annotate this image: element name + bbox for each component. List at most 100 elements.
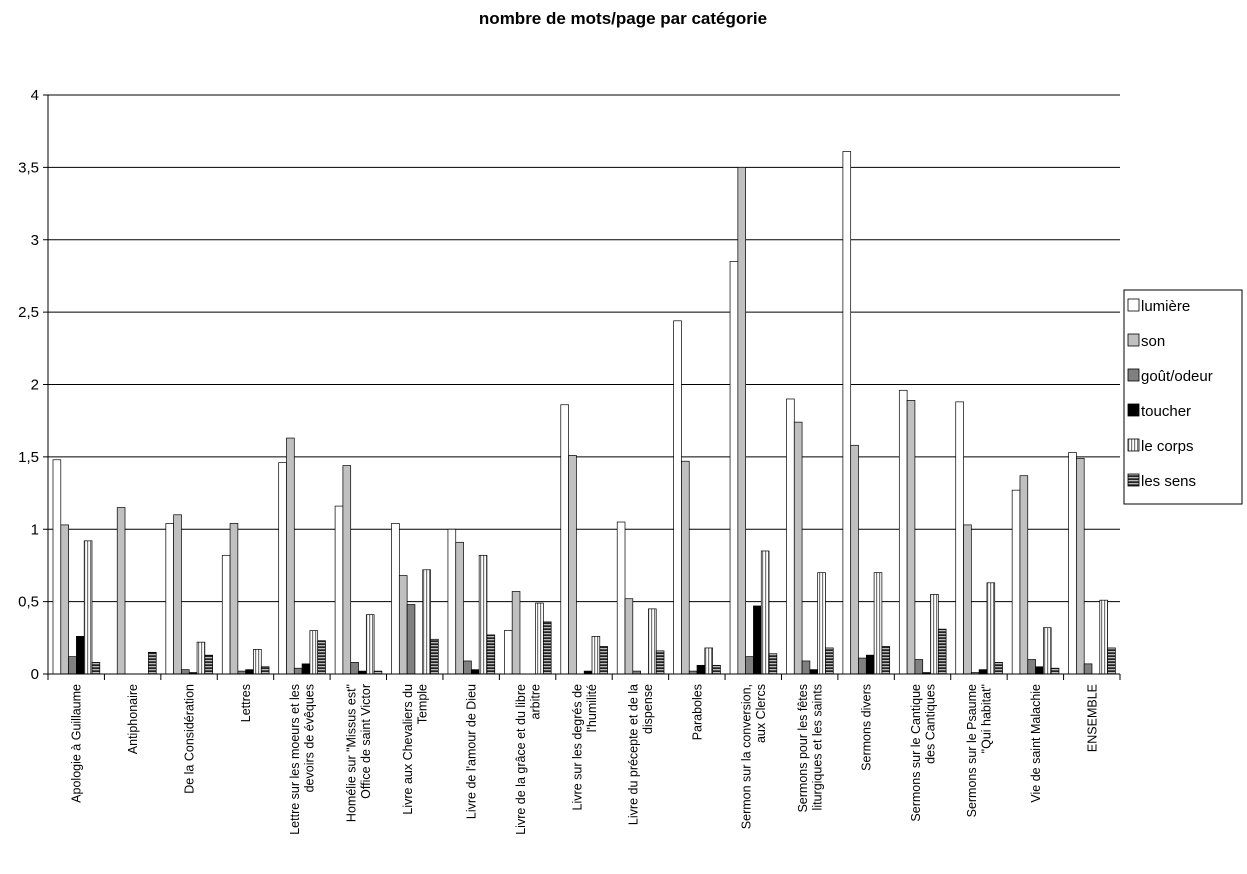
bar-toucher-4 (245, 669, 254, 675)
bar-son-17 (963, 524, 972, 675)
y-axis: 0 0,5 1 1,5 2 2,5 3 3,5 4 (18, 87, 49, 683)
gridlines (48, 94, 1120, 603)
x-category-label: Paraboles (690, 684, 704, 740)
bar-lumiere-9 (504, 630, 513, 675)
bar-gout-odeur-19 (1083, 663, 1093, 675)
bar-toucher-13 (753, 605, 762, 675)
bar-lumiere-14 (786, 398, 795, 675)
bar-son-7 (398, 575, 408, 675)
bar-le-corps-13 (760, 550, 770, 675)
bar-les-sens-17 (994, 662, 1003, 675)
bar-le-corps-17 (986, 582, 996, 675)
bar-les-sens-3 (204, 654, 213, 675)
x-category-label: Sermons sur le Psaume"Qui habitat" (965, 684, 994, 817)
x-category-label-line: "Qui habitat" (980, 684, 994, 753)
bar-lumiere-18 (1011, 489, 1021, 675)
x-category-label-line: Livre du précepte et de la (627, 684, 641, 825)
bar-lumiere-4 (221, 554, 231, 675)
bar-les-sens-2 (148, 651, 157, 675)
bar-son-4 (229, 523, 239, 675)
x-category-label-line: aux Clercs (754, 684, 768, 743)
y-tick-label: 2,5 (18, 304, 39, 321)
y-tick-label: 0,5 (18, 594, 39, 611)
legend-label-lumiere: lumière (1141, 298, 1190, 315)
bar-toucher-8 (470, 669, 480, 675)
x-category-label: Lettre sur les moeurs et lesdevoirs de é… (288, 684, 317, 835)
x-category-label: Sermon sur la conversion,aux Clercs (740, 684, 769, 829)
bar-son-8 (455, 541, 464, 675)
x-category-label-line: Vie de saint Malachie (1029, 684, 1043, 803)
bar-son-2 (116, 507, 126, 675)
bar-les-sens-13 (768, 653, 778, 675)
bar-gout-odeur-6 (350, 662, 359, 675)
bar-gout-odeur-7 (406, 604, 416, 675)
bar-les-sens-11 (655, 650, 665, 675)
x-category-label-line: Livre de l'amour de Dieu (465, 684, 479, 819)
bar-son-15 (850, 444, 859, 675)
legend-swatch-lumiere (1127, 298, 1140, 312)
x-category-label-line: Antiphonaire (126, 684, 140, 754)
x-category-label-line: ENSEMBLE (1085, 684, 1099, 752)
x-axis: Apologie à Guillaume Antiphonaire De la Co… (47, 673, 1121, 835)
x-category-label: Sermons sur le Cantiquedes Cantiques (909, 684, 938, 822)
x-category-label: Livre aux Chevaliers duTemple (401, 684, 430, 815)
x-category-label-line: liturgiques et les saints (810, 684, 824, 810)
y-tick-label: 1 (31, 521, 39, 538)
bar-les-sens-4 (260, 666, 270, 675)
bar-toucher-5 (301, 663, 311, 675)
bar-son-19 (1076, 457, 1085, 675)
bar-lumiere-15 (842, 151, 852, 675)
x-category-label-line: Lettres (239, 684, 253, 722)
x-category-label-line: Office de saint Victor (359, 684, 373, 799)
bar-toucher-15 (865, 654, 875, 675)
x-category-label: Livre sur les degrés del'humilité (570, 684, 599, 811)
bar-lumiere-10 (560, 404, 569, 675)
x-category-label: Sermons divers (860, 684, 874, 771)
legend-label-toucher: toucher (1141, 403, 1191, 420)
bar-le-corps-1 (83, 540, 93, 675)
bar-lumiere-19 (1068, 452, 1077, 675)
x-category-label-line: devoirs de évêques (303, 684, 317, 792)
bar-son-3 (173, 514, 182, 675)
y-tick-label: 1,5 (18, 449, 39, 466)
y-tick-label: 3 (31, 232, 39, 249)
x-category-label-line: Sermons divers (860, 684, 874, 771)
x-category-label-line: arbitre (528, 684, 542, 719)
legend-swatch-le-corps (1127, 438, 1140, 452)
bar-le-corps-3 (196, 641, 206, 675)
bar-toucher-18 (1035, 666, 1044, 675)
bar-lumiere-6 (334, 505, 344, 675)
x-category-label: Livre de la grâce et du librearbitre (514, 684, 543, 835)
bar-les-sens-10 (599, 646, 608, 675)
bar-toucher-12 (696, 664, 706, 675)
bar-gout-odeur-18 (1027, 659, 1036, 675)
x-category-label-line: Apologie à Guillaume (70, 684, 84, 803)
bar-son-9 (511, 591, 521, 675)
x-category-label-line: Sermons sur le Psaume (965, 684, 979, 817)
x-category-label: Apologie à Guillaume (70, 684, 84, 803)
x-category-label-line: Livre de la grâce et du libre (514, 684, 528, 835)
x-category-label: Livre du précepte et de ladispense (627, 684, 656, 825)
bar-le-corps-14 (817, 572, 826, 675)
legend-label-son: son (1141, 333, 1165, 350)
bar-le-corps-12 (704, 647, 713, 675)
bar-les-sens-16 (937, 628, 947, 675)
legend-swatch-gout-odeur (1127, 368, 1140, 382)
bar-le-corps-6 (365, 614, 375, 675)
x-category-label-line: Homélie sur "Missus est" (345, 684, 359, 822)
bar-lumiere-11 (616, 521, 626, 675)
bar-lumiere-1 (52, 459, 62, 675)
bar-les-sens-12 (712, 664, 721, 675)
bar-le-corps-9 (535, 602, 544, 675)
bar-gout-odeur-5 (293, 667, 303, 675)
y-tick-label: 0 (31, 666, 39, 683)
bar-toucher-17 (978, 669, 988, 675)
legend-swatch-toucher (1127, 403, 1140, 417)
x-category-label: ENSEMBLE (1085, 684, 1099, 752)
bar-les-sens-8 (486, 634, 496, 675)
x-category-label: De la Considération (183, 684, 197, 794)
bar-lumiere-7 (391, 523, 400, 675)
bar-gout-odeur-1 (68, 656, 77, 675)
legend-swatch-son (1127, 333, 1140, 347)
